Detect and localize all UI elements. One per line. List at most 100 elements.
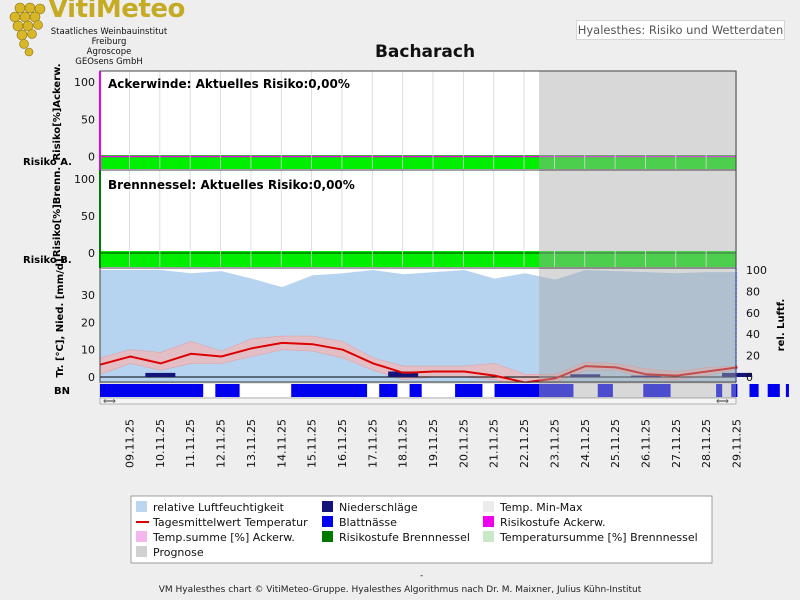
legend-label: Risikostufe Ackerw. — [500, 516, 605, 529]
legend-swatch — [322, 501, 333, 512]
legend-label: Prognose — [153, 546, 204, 559]
scroll-right-icon: ⟺ — [716, 397, 729, 407]
ackerwinde-risk-label: Ackerwinde: Aktuelles Risiko:0,00% — [108, 77, 350, 91]
xtick-label: 18.11.25 — [397, 419, 410, 468]
leaf-wetness-bar — [100, 384, 204, 397]
legend-label: Blattnässe — [339, 516, 397, 529]
brennnessel-risk-label: Brennnessel: Aktuelles Risiko:0,00% — [108, 178, 355, 192]
logo-line: Staatliches Weinbauinstitut Freiburg — [50, 27, 168, 47]
xtick-label: 13.11.25 — [245, 419, 258, 468]
precip-bar — [722, 372, 752, 377]
xtick-label: 28.11.25 — [700, 419, 713, 468]
brennnessel-ylabel: Risiko[%]Brenn. — [52, 167, 63, 257]
row-label: Risiko A. — [23, 157, 72, 168]
ackerwinde-ylabel: Risiko[%]Ackerw. — [52, 63, 63, 160]
prognose-overlay — [539, 71, 736, 398]
legend-label: relative Luftfeuchtigkeit — [153, 501, 285, 514]
logo-subtitle: Staatliches Weinbauinstitut Freiburg Agr… — [34, 27, 184, 67]
leaf-wetness-bar — [379, 384, 398, 397]
xtick-label: 27.11.25 — [670, 419, 683, 468]
chart-title: Bacharach — [374, 42, 476, 62]
xtick-label: 24.11.25 — [579, 419, 592, 468]
chart-legend: relative Luftfeuchtigkeit Niederschläge Te… — [130, 495, 713, 564]
xtick-label: 25.11.25 — [609, 419, 622, 468]
risk-bar-ackerwinde — [100, 155, 736, 169]
precip-bar — [388, 371, 419, 377]
ytick-label: 100 — [74, 173, 95, 186]
precip-bar — [145, 372, 176, 377]
ytick-label: 50 — [81, 210, 95, 223]
row-label: BN — [54, 386, 70, 397]
legend-swatch — [136, 501, 147, 512]
legend-label: Temp.summe [%] Ackerw. — [152, 531, 295, 544]
ytick-label-right: 60 — [746, 307, 760, 320]
xtick-label: 23.11.25 — [548, 419, 561, 468]
xtick-label: 20.11.25 — [457, 419, 470, 468]
ytick-label: 10 — [81, 344, 95, 357]
logo-line: Agroscope — [86, 47, 132, 57]
xtick-label: 16.11.25 — [336, 419, 349, 468]
xtick-label: 29.11.25 — [731, 419, 744, 468]
xtick-label: 09.11.25 — [124, 419, 137, 468]
ytick-label-right: 100 — [746, 264, 767, 277]
logo-title: VitiMeteo — [48, 0, 185, 24]
footer-dash: - — [420, 571, 424, 581]
weather-ylabel-right: rel. Luftf. — [776, 299, 787, 352]
legend-label: Temperatursumme [%] Brennnessel — [499, 531, 698, 544]
precip-bar — [630, 375, 661, 377]
legend-swatch — [483, 531, 494, 542]
legend-swatch — [322, 531, 333, 542]
ytick-label-right: 0 — [746, 371, 753, 384]
page-badge: Hyalesthes: Risiko und Wetterdaten — [576, 20, 785, 40]
grape-logo-icon — [9, 2, 46, 57]
vitimeteo-logo: VitiMeteo Staatliches Weinbauinstitut Fr… — [0, 0, 190, 67]
leaf-wetness-bar — [597, 384, 613, 397]
legend-label: Risikostufe Brennnessel — [339, 531, 470, 544]
xtick-label: 14.11.25 — [275, 419, 288, 468]
precip-bar — [570, 374, 601, 377]
legend-box — [130, 495, 713, 564]
scroll-left-icon: ⟺ — [103, 397, 116, 407]
legend-label: Temp. Min-Max — [499, 501, 583, 514]
xtick-label: 22.11.25 — [518, 419, 531, 468]
xtick-label: 12.11.25 — [215, 419, 228, 468]
legend-label: Niederschläge — [339, 501, 418, 514]
xtick-label: 19.11.25 — [427, 419, 440, 468]
xtick-label: 15.11.25 — [306, 419, 319, 468]
xtick-label: 10.11.25 — [154, 419, 167, 468]
ytick-label: 0 — [88, 151, 95, 164]
xtick-label: 26.11.25 — [639, 419, 652, 468]
ytick-label: 0 — [88, 247, 95, 260]
leaf-wetness-bar — [291, 384, 368, 397]
temp-minmax-band — [99, 335, 738, 387]
temp-mean-line — [99, 341, 738, 384]
leaf-wetness-bar — [716, 384, 723, 397]
leaf-wetness-bar — [643, 384, 671, 397]
ytick-label: 30 — [81, 289, 95, 302]
ytick-label: 50 — [81, 113, 95, 126]
ytick-label-right: 40 — [746, 328, 760, 341]
scroll-track — [99, 397, 737, 405]
legend-swatch — [136, 531, 147, 542]
logo-line: GEOsens GmbH — [75, 57, 143, 67]
ytick-label: 100 — [74, 76, 95, 89]
xtick-label: 11.11.25 — [184, 419, 197, 468]
ytick-label-right: 80 — [746, 285, 760, 298]
leaf-wetness-bar — [409, 384, 422, 397]
leaf-wetness-bar — [767, 384, 780, 397]
legend-swatch — [483, 501, 494, 512]
xtick-label: 17.11.25 — [366, 419, 379, 468]
legend-swatch — [322, 516, 333, 527]
leaf-wetness-bar — [731, 384, 738, 397]
xtick-label: 21.11.25 — [488, 419, 501, 468]
ytick-label-right: 20 — [746, 350, 760, 363]
ytick-label: 0 — [88, 371, 95, 384]
leaf-wetness-bar — [215, 384, 240, 397]
legend-swatch — [136, 546, 147, 557]
risk-bar-brennnessel — [100, 251, 736, 267]
leaf-wetness-bar — [494, 384, 574, 397]
legend-swatch — [483, 516, 494, 527]
ytick-label: 20 — [81, 316, 95, 329]
legend-label: Tagesmittelwert Temperatur — [152, 516, 308, 529]
